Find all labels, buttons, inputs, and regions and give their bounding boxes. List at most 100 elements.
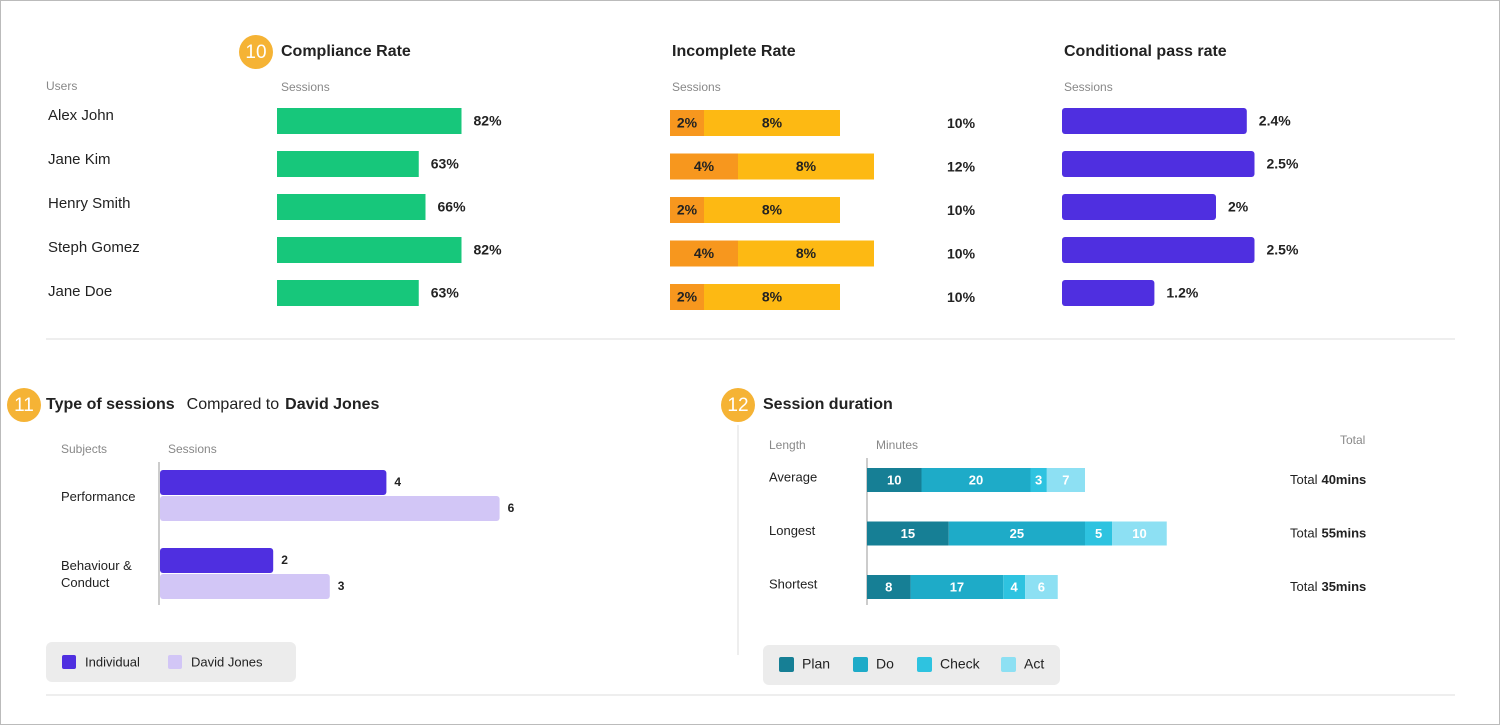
category-label: Shortest [769,576,818,591]
value-label: 4 [394,475,401,489]
bar [1046,468,1085,492]
bar [670,197,704,223]
axis-label: Sessions [672,80,721,94]
value-label: 2.4% [1259,113,1291,129]
bar [1085,521,1113,546]
value-label: 63% [431,285,460,301]
category-label: Behaviour & Conduct [61,558,132,590]
legend-label: David Jones [191,654,263,669]
total-value: 40mins [1321,472,1366,487]
total-header: Total [1340,433,1365,447]
subtitle: Compared to [187,396,280,413]
chart-title: Compliance Rate [281,43,411,60]
bar [1062,108,1247,134]
title: Session duration [763,396,893,413]
value-label: 15 [901,526,915,541]
axis-label: Minutes [876,438,918,452]
badge [721,388,755,422]
value-label: 4 [1011,579,1019,594]
value-label: 4% [694,158,715,174]
value-label: 7 [1062,472,1069,487]
axis-label: Sessions [281,80,330,94]
total-label: 12% [947,158,976,174]
total-prefix: Total [1290,472,1318,487]
legend-swatch [168,655,182,669]
badge-number: 12 [727,395,748,416]
value-label: 63% [431,156,460,172]
category-label: Steph Gomez [48,239,140,256]
total-label: 10% [947,289,976,305]
bar [1062,194,1216,220]
total-value: 55mins [1321,526,1366,541]
bar [1025,575,1058,599]
value-label: 6 [508,501,515,515]
value-label: 2 [281,553,288,567]
bar [910,575,1004,599]
value-label: 8% [762,202,783,218]
bar [1062,280,1155,306]
chart-title: Type of sessions Compared to David Jones [46,396,380,413]
chart-title: Conditional pass rate [1064,43,1227,60]
title: Incomplete Rate [672,43,796,60]
total-label: Total 55mins [1290,526,1366,541]
chart-title: Session duration [763,396,893,413]
bar [867,468,922,492]
category-header: Users [46,79,77,93]
legend-swatch [779,657,794,672]
value-label: 5 [1095,526,1102,541]
bar [921,468,1031,492]
bar [277,151,419,177]
value-label: 82% [474,113,503,129]
value-label: 2% [677,202,698,218]
bar [1030,468,1047,492]
total-value: 10% [947,289,976,305]
value-label: 8% [762,289,783,305]
category-header: Subjects [61,442,107,456]
category-label: Jane Doe [48,283,112,300]
total-value: 10% [947,202,976,218]
value-label: 3 [338,579,345,593]
legend-label: Plan [802,656,830,672]
bar [160,548,274,573]
bar [704,197,840,223]
bar [277,237,462,263]
value-label: 1.2% [1166,285,1198,301]
value-label: 8% [796,245,817,261]
value-label: 66% [438,199,467,215]
legend-swatch [1001,657,1016,672]
bar [704,110,840,136]
value-label: 6 [1038,579,1045,594]
badge [239,35,273,69]
legend-swatch [853,657,868,672]
category-label: Longest [769,523,816,538]
bar [670,284,704,310]
legend-label: Check [940,656,981,672]
total-value: 12% [947,158,976,174]
legend-label: Do [876,656,894,672]
value-label: 4% [694,245,715,261]
bar [1062,237,1255,263]
category-label: Performance [61,489,136,504]
total-value: 10% [947,245,976,261]
bar [160,496,500,521]
value-label: 20 [969,472,983,487]
value-label: 3 [1035,472,1042,487]
category-header: Length [769,438,806,452]
value-label: 17 [950,579,964,594]
value-label: 2.5% [1267,242,1299,258]
bar [670,110,704,136]
category-label: Jane Kim [48,151,111,168]
value-label: 25 [1010,526,1024,541]
value-label: 2% [677,115,698,131]
bar [277,280,419,306]
total-label: 10% [947,245,976,261]
title: Compliance Rate [281,43,411,60]
category-label: Henry Smith [48,195,131,212]
axis-label: Sessions [1064,80,1113,94]
legend-label: Individual [85,654,140,669]
bar [1003,575,1026,599]
badge-number: 10 [245,42,266,63]
legend-label: Act [1024,656,1044,672]
